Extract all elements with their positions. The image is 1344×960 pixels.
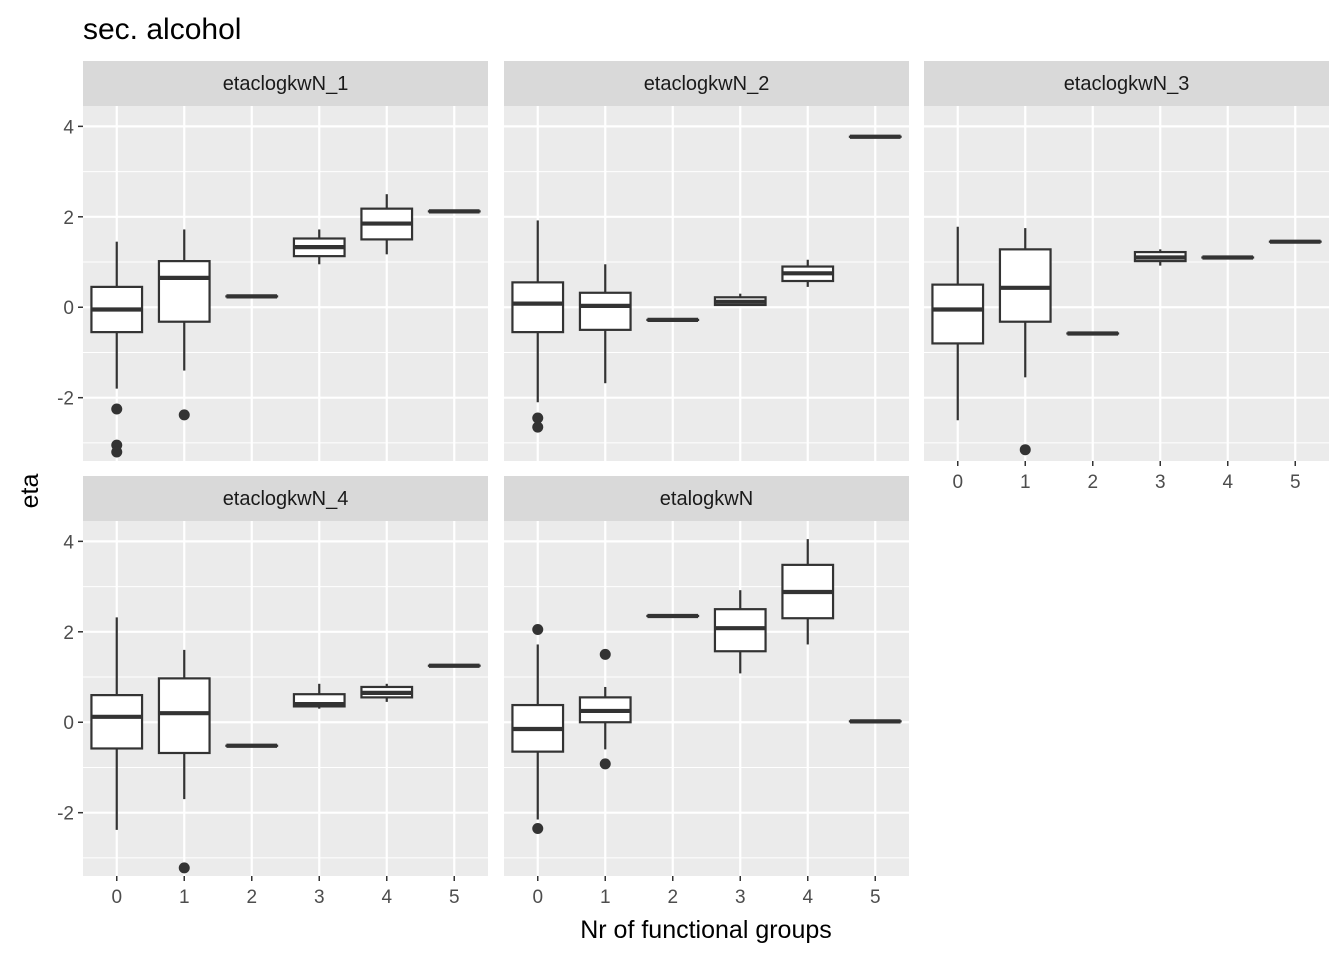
y-axis-title: eta: [16, 474, 44, 509]
facet-panels: etaclogkwN_1 -2 0 2 4 etaclogkwN_2 etaclogkwN_…: [57, 61, 1329, 908]
y-tick-label: 4: [63, 532, 74, 553]
box-etaclogkwN_4-x3: [292, 683, 346, 709]
box-etaclogkwN_1-x3: [292, 229, 346, 265]
box-etaclogkwN_3-x3: [1133, 249, 1187, 266]
x-tick-label: 5: [870, 887, 881, 908]
panel-background: [924, 106, 1329, 461]
y-tick-label: 4: [63, 117, 74, 138]
box-etaclogkwN_3-x0: [931, 226, 985, 421]
outlier-point: [532, 624, 544, 636]
box-etalogkwN-x0: [511, 624, 565, 835]
box-etalogkwN-x4: [781, 539, 835, 645]
outlier-point: [532, 412, 544, 424]
x-tick-label: 1: [600, 887, 611, 908]
x-tick-label: 1: [179, 887, 190, 908]
facet-strip-label: etaclogkwN_4: [223, 488, 349, 510]
facet-panel-etaclogkwN_4: etaclogkwN_4 -2 0 2 4 0 1 2 3 4 5: [57, 476, 488, 908]
box-etaclogkwN_4-x1: [157, 649, 211, 874]
outlier-point: [1019, 444, 1031, 456]
outlier-point: [178, 409, 190, 421]
outlier-point: [532, 823, 544, 835]
panel-background: [83, 521, 488, 876]
box-iqr: [511, 281, 565, 334]
facet-panel-etaclogkwN_3: etaclogkwN_3 0 1 2 3 4 5: [924, 61, 1329, 493]
box-iqr: [578, 291, 632, 331]
box-etaclogkwN_1-x4: [360, 194, 414, 255]
facet-strip-label: etaclogkwN_3: [1064, 73, 1190, 95]
outlier-point: [111, 403, 123, 415]
x-tick-label: 4: [802, 887, 813, 908]
x-tick-label: 3: [1155, 472, 1166, 493]
box-etaclogkwN_3-x1: [998, 228, 1052, 456]
box-iqr: [157, 677, 211, 755]
y-tick-label: 0: [63, 713, 74, 734]
x-axis-title: Nr of functional groups: [580, 916, 832, 944]
outlier-point: [599, 758, 611, 770]
outlier-point: [532, 421, 544, 433]
facet-strip-label: etaclogkwN_2: [644, 73, 770, 95]
x-tick-label: 4: [381, 887, 392, 908]
y-tick-label: 2: [63, 208, 74, 229]
outlier-point: [111, 446, 123, 458]
box-iqr: [157, 260, 211, 323]
x-tick-label: 5: [449, 887, 460, 908]
box-etaclogkwN_4-x0: [90, 617, 144, 830]
box-iqr: [931, 283, 985, 345]
box-etaclogkwN_1-x1: [157, 229, 211, 421]
facet-panel-etalogkwN: etalogkwN 0 1 2 3 4 5: [504, 476, 909, 908]
box-iqr: [90, 694, 144, 750]
y-tick-label: 2: [63, 623, 74, 644]
x-tick-label: 0: [532, 887, 543, 908]
panel-background: [504, 521, 909, 876]
chart-title: sec. alcohol: [83, 13, 241, 46]
box-etaclogkwN_2-x4: [781, 259, 835, 287]
x-tick-label: 2: [246, 887, 257, 908]
facet-strip: [924, 61, 1329, 106]
x-tick-label: 5: [1290, 472, 1301, 493]
outlier-point: [599, 648, 611, 660]
x-tick-label: 2: [667, 887, 678, 908]
panel-background: [504, 106, 909, 461]
x-tick-label: 0: [952, 472, 963, 493]
box-etaclogkwN_1-x0: [90, 241, 144, 458]
facet-strip: [504, 61, 909, 106]
box-etalogkwN-x3: [713, 590, 767, 674]
x-tick-label: 3: [314, 887, 325, 908]
box-etaclogkwN_4-x4: [360, 683, 414, 702]
facet-strip: [504, 476, 909, 521]
y-tick-label: -2: [57, 804, 74, 825]
facet-strip: [83, 476, 488, 521]
box-etalogkwN-x1: [578, 648, 632, 770]
facet-panel-etaclogkwN_1: etaclogkwN_1 -2 0 2 4: [57, 61, 488, 461]
y-tick-label: -2: [57, 389, 74, 410]
facet-panel-etaclogkwN_2: etaclogkwN_2: [504, 61, 909, 461]
box-etaclogkwN_2-x0: [511, 220, 565, 433]
x-tick-label: 4: [1222, 472, 1233, 493]
panel-background: [83, 106, 488, 461]
x-tick-label: 0: [111, 887, 122, 908]
box-etaclogkwN_2-x1: [578, 264, 632, 384]
x-tick-label: 3: [735, 887, 746, 908]
box-iqr: [998, 248, 1052, 323]
x-tick-label: 2: [1087, 472, 1098, 493]
outlier-point: [178, 862, 190, 874]
x-tick-label: 1: [1020, 472, 1031, 493]
y-tick-label: 0: [63, 298, 74, 319]
box-etaclogkwN_2-x3: [713, 293, 767, 307]
facet-strip-label: etaclogkwN_1: [223, 73, 349, 95]
facet-strip: [83, 61, 488, 106]
facet-strip-label: etalogkwN: [660, 488, 753, 510]
